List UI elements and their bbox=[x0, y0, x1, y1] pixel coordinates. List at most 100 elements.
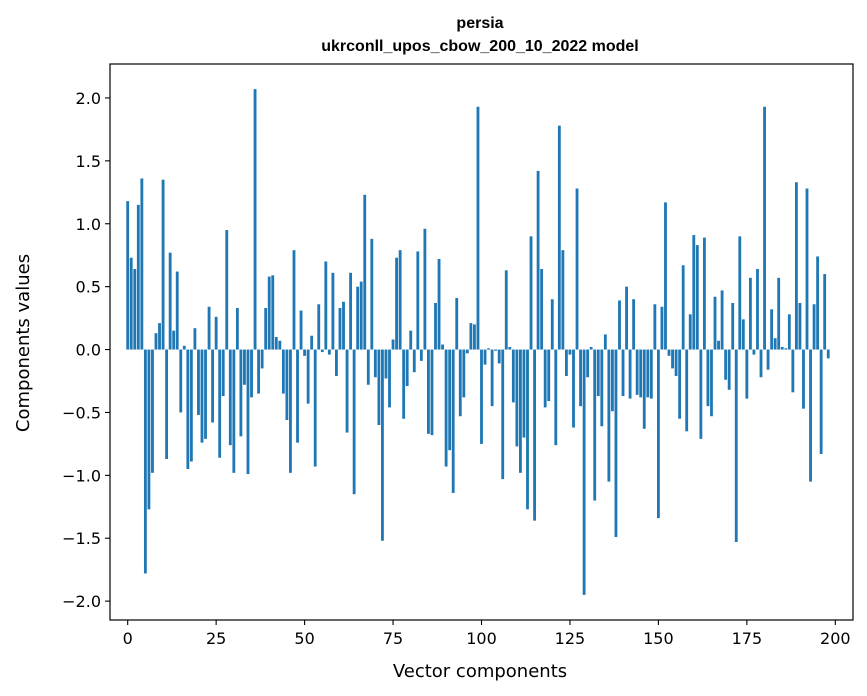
x-tick-label: 150 bbox=[643, 629, 674, 648]
bar bbox=[391, 339, 395, 350]
bar bbox=[798, 303, 802, 350]
bar bbox=[734, 349, 738, 543]
bar bbox=[423, 228, 427, 350]
bar bbox=[384, 349, 388, 379]
bar bbox=[685, 349, 689, 432]
bar bbox=[692, 235, 696, 350]
y-tick-label: −1.5 bbox=[62, 529, 101, 548]
bar bbox=[653, 304, 657, 350]
bar bbox=[292, 250, 296, 350]
bar bbox=[777, 277, 781, 350]
bar bbox=[271, 275, 275, 350]
bar bbox=[501, 349, 505, 480]
bar bbox=[136, 204, 140, 350]
y-tick-label: 1.0 bbox=[76, 215, 101, 234]
x-tick-label: 200 bbox=[820, 629, 851, 648]
bar bbox=[780, 347, 784, 350]
bar bbox=[646, 349, 650, 398]
bar bbox=[430, 349, 434, 436]
bar bbox=[416, 251, 420, 350]
bar bbox=[370, 238, 374, 350]
bar bbox=[543, 349, 547, 408]
bar bbox=[239, 349, 243, 437]
bar bbox=[639, 349, 643, 398]
bar bbox=[306, 349, 310, 404]
bar bbox=[356, 286, 360, 350]
bar bbox=[720, 290, 724, 350]
bar bbox=[345, 349, 349, 433]
bar bbox=[437, 258, 441, 350]
chart-title: persia bbox=[456, 15, 503, 32]
bar bbox=[596, 349, 600, 397]
bar bbox=[274, 336, 278, 350]
bar bbox=[359, 281, 363, 350]
bar bbox=[794, 182, 798, 350]
bar bbox=[126, 201, 130, 350]
bar bbox=[441, 344, 444, 350]
bar bbox=[228, 349, 232, 446]
bar bbox=[250, 349, 253, 398]
bar bbox=[656, 349, 660, 519]
y-tick-label: −2.0 bbox=[62, 592, 101, 611]
bar bbox=[335, 349, 338, 376]
bar bbox=[419, 349, 423, 361]
bar bbox=[476, 106, 480, 350]
bar bbox=[143, 349, 147, 574]
bar bbox=[674, 349, 678, 376]
bar bbox=[182, 345, 186, 350]
bar bbox=[462, 349, 466, 398]
bar bbox=[710, 349, 713, 417]
bar bbox=[702, 237, 706, 350]
bar bbox=[554, 349, 558, 446]
bar bbox=[458, 349, 462, 417]
bar bbox=[504, 270, 508, 350]
bar bbox=[727, 349, 731, 390]
bar bbox=[267, 276, 271, 350]
bar bbox=[706, 349, 710, 407]
bar bbox=[483, 349, 487, 365]
bar bbox=[557, 125, 561, 350]
bar bbox=[232, 349, 236, 473]
bar bbox=[628, 349, 632, 399]
bar bbox=[681, 265, 685, 350]
bar bbox=[168, 252, 172, 350]
bar bbox=[324, 261, 328, 350]
bar bbox=[140, 178, 144, 350]
bar bbox=[600, 349, 604, 427]
bar bbox=[342, 301, 345, 350]
bar bbox=[207, 306, 211, 350]
x-axis-ticks: 0 25 50 75 100 125 150 175 200 bbox=[123, 620, 851, 648]
bar bbox=[667, 349, 671, 356]
y-axis-label: Components values bbox=[13, 254, 34, 432]
bar bbox=[649, 349, 653, 399]
bar bbox=[582, 349, 586, 595]
bar bbox=[494, 349, 498, 351]
bar bbox=[547, 349, 551, 402]
bar bbox=[465, 349, 469, 354]
bar bbox=[533, 349, 536, 521]
bar bbox=[497, 349, 501, 364]
bar bbox=[221, 349, 225, 397]
x-tick-label: 25 bbox=[206, 629, 226, 648]
bar bbox=[161, 179, 165, 350]
bar bbox=[664, 202, 667, 350]
chart-title-group: persia ukrconll_upos_cbow_200_10_2022 mo… bbox=[321, 15, 638, 55]
bar bbox=[405, 349, 409, 387]
bar bbox=[214, 316, 218, 350]
y-axis-ticks: 2.0 1.5 1.0 0.5 0.0 −0.5 −1.0 −1.5 −2.0 bbox=[62, 89, 110, 611]
bar bbox=[352, 349, 356, 495]
bar bbox=[561, 250, 565, 350]
bar bbox=[748, 277, 752, 350]
bar bbox=[802, 349, 805, 409]
bar bbox=[607, 349, 611, 482]
y-tick-label: 1.5 bbox=[76, 152, 101, 171]
bar bbox=[826, 349, 830, 359]
bar bbox=[618, 300, 621, 350]
bar bbox=[285, 349, 289, 420]
bar bbox=[388, 349, 391, 408]
bar bbox=[349, 272, 353, 350]
bars-group bbox=[126, 89, 830, 595]
bar bbox=[281, 349, 285, 394]
bar bbox=[536, 170, 540, 350]
bar bbox=[787, 314, 791, 350]
